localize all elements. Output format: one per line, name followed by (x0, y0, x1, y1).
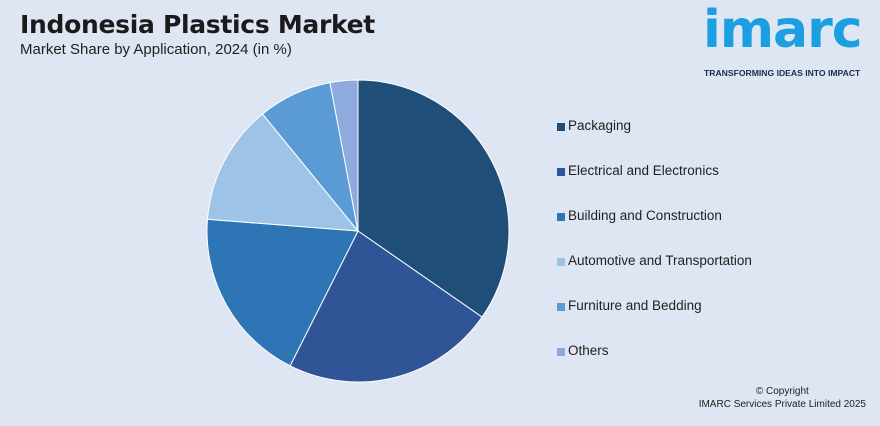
pie-slice-packaging (357, 79, 510, 318)
imarc-logo: imarc TRANSFORMING IDEAS INTO IMPACT (700, 0, 875, 82)
legend-swatch (557, 168, 565, 176)
chart-subtitle: Market Share by Application, 2024 (in %) (20, 41, 292, 58)
legend-label: Electrical and Electronics (568, 163, 719, 178)
pie-slice-building-and-construction (206, 218, 359, 367)
copyright-line-2: IMARC Services Private Limited 2025 (698, 399, 866, 410)
legend-label: Automotive and Transportation (568, 253, 752, 268)
legend-swatch (557, 258, 565, 266)
copyright: © Copyright IMARC Services Private Limit… (699, 385, 866, 411)
legend-swatch (557, 303, 565, 311)
legend-label: Furniture and Bedding (568, 298, 702, 313)
pie-slice-others (329, 79, 359, 232)
logo-wordmark: imarc (703, 0, 863, 60)
legend-label: Building and Construction (568, 208, 722, 223)
copyright-line-1: © Copyright (755, 386, 809, 397)
legend-label: Packaging (568, 118, 632, 133)
pie-slice-automotive-and-transportation (206, 113, 360, 232)
logo-tagline: TRANSFORMING IDEAS INTO IMPACT (704, 68, 861, 78)
legend-swatch (557, 123, 565, 131)
legend-label: Others (568, 343, 609, 358)
pie-slice-electrical-and-electronics (289, 230, 483, 383)
legend-swatch (557, 348, 565, 356)
chart-title: Indonesia Plastics Market (20, 10, 375, 39)
legend-swatch (557, 213, 565, 221)
